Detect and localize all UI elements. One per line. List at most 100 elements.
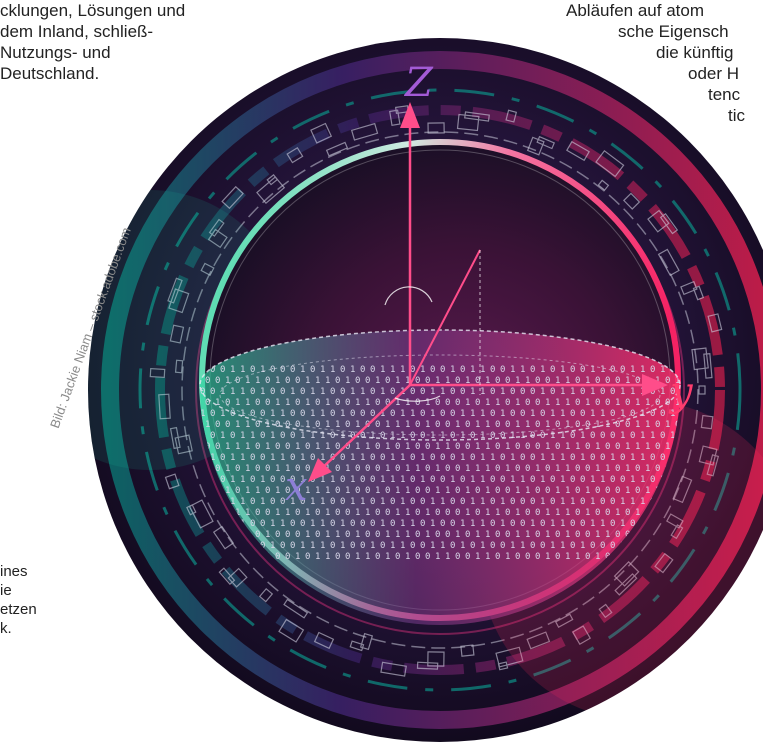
binary-digit: 0 [530, 497, 535, 507]
binary-digit: 1 [430, 497, 435, 507]
circuit-rect [256, 176, 286, 205]
binary-digit: 1 [470, 475, 475, 485]
binary-digit: 0 [425, 552, 430, 562]
text-line: Nutzungs- und [0, 43, 111, 62]
binary-digit: 1 [280, 453, 285, 463]
circuit-rect [614, 573, 638, 596]
binary-digit: 0 [450, 431, 455, 441]
binary-digit: 1 [315, 486, 320, 496]
circuit-rect [672, 475, 693, 504]
binary-digit: 1 [320, 365, 325, 375]
binary-digit: 1 [395, 398, 400, 408]
circuit-rect [186, 504, 197, 516]
binary-digit: 1 [540, 497, 545, 507]
binary-digit: 1 [425, 398, 430, 408]
binary-digit: 0 [450, 541, 455, 551]
text-line: oder H [688, 64, 740, 83]
binary-digit: 1 [330, 365, 335, 375]
binary-digit: 0 [360, 365, 365, 375]
binary-digit: 0 [425, 486, 430, 496]
binary-digit: 0 [255, 420, 260, 430]
circuit-rect [389, 109, 401, 126]
binary-digit: 1 [480, 519, 485, 529]
binary-digit: 0 [520, 519, 525, 529]
binary-digit: 1 [545, 398, 550, 408]
binary-digit: 0 [615, 442, 620, 452]
binary-digit: 1 [515, 420, 520, 430]
binary-digit: 1 [625, 442, 630, 452]
circuit-rect [200, 262, 215, 276]
binary-digit: 0 [430, 365, 435, 375]
circuit-rect [622, 192, 641, 210]
binary-digit: 0 [455, 376, 460, 386]
binary-digit: 0 [490, 497, 495, 507]
binary-digit: 1 [300, 475, 305, 485]
binary-digit: 1 [560, 497, 565, 507]
circuit-rect [554, 613, 574, 628]
binary-digit: 1 [400, 519, 405, 529]
binary-digit: 0 [580, 387, 585, 397]
binary-digit: 0 [300, 497, 305, 507]
binary-digit: 0 [355, 486, 360, 496]
binary-digit: 0 [575, 486, 580, 496]
binary-digit: 1 [485, 376, 490, 386]
binary-digit: 1 [650, 431, 655, 441]
binary-digit: 1 [355, 442, 360, 452]
binary-digit: 1 [435, 376, 440, 386]
binary-digit: 1 [280, 519, 285, 529]
binary-digit: 1 [235, 442, 240, 452]
binary-digit: 1 [575, 552, 580, 562]
circuit-rect [278, 618, 305, 643]
binary-digit: 0 [455, 486, 460, 496]
binary-digit: 1 [565, 398, 570, 408]
binary-digit: 1 [475, 420, 480, 430]
binary-digit: 1 [245, 398, 250, 408]
binary-digit: 1 [265, 442, 270, 452]
binary-digit: 1 [300, 541, 305, 551]
binary-digit: 0 [525, 398, 530, 408]
binary-digit: 0 [375, 420, 380, 430]
binary-digit: 1 [310, 409, 315, 419]
binary-digit: 1 [550, 453, 555, 463]
circuit-rect [566, 140, 590, 162]
binary-digit: 0 [250, 497, 255, 507]
binary-digit: 0 [605, 442, 610, 452]
binary-digit: 0 [525, 442, 530, 452]
binary-digit: 1 [580, 541, 585, 551]
binary-digit: 0 [370, 519, 375, 529]
binary-digit: 0 [535, 376, 540, 386]
binary-digit: 1 [555, 398, 560, 408]
binary-digit: 0 [580, 365, 585, 375]
binary-digit: 0 [450, 453, 455, 463]
binary-digit: 1 [600, 475, 605, 485]
binary-digit: 0 [420, 387, 425, 397]
binary-digit: 0 [650, 475, 655, 485]
binary-digit: 1 [635, 508, 640, 518]
binary-digit: 0 [280, 497, 285, 507]
binary-digit: 0 [435, 420, 440, 430]
binary-digit: 0 [630, 431, 635, 441]
binary-digit: 1 [515, 486, 520, 496]
binary-digit: 1 [320, 453, 325, 463]
binary-digit: 0 [505, 420, 510, 430]
circuit-rect [613, 561, 640, 587]
binary-digit: 0 [260, 409, 265, 419]
binary-digit: 1 [235, 420, 240, 430]
binary-digit: 1 [530, 409, 535, 419]
binary-digit: 1 [205, 420, 210, 430]
binary-digit: 0 [595, 376, 600, 386]
binary-digit: 0 [555, 442, 560, 452]
article-text-left-bottom: ines ie etzen k. [0, 562, 37, 638]
binary-digit: 0 [655, 442, 660, 452]
binary-digit: 1 [460, 409, 465, 419]
binary-digit: 1 [440, 387, 445, 397]
binary-digit: 1 [295, 552, 300, 562]
binary-digit: 0 [350, 431, 355, 441]
binary-digit: 0 [390, 497, 395, 507]
binary-digit: 0 [380, 541, 385, 551]
circuit-rect [286, 146, 304, 164]
binary-digit: 1 [560, 519, 565, 529]
binary-digit: 1 [385, 552, 390, 562]
binary-digit: 0 [525, 464, 530, 474]
binary-digit: 1 [570, 387, 575, 397]
